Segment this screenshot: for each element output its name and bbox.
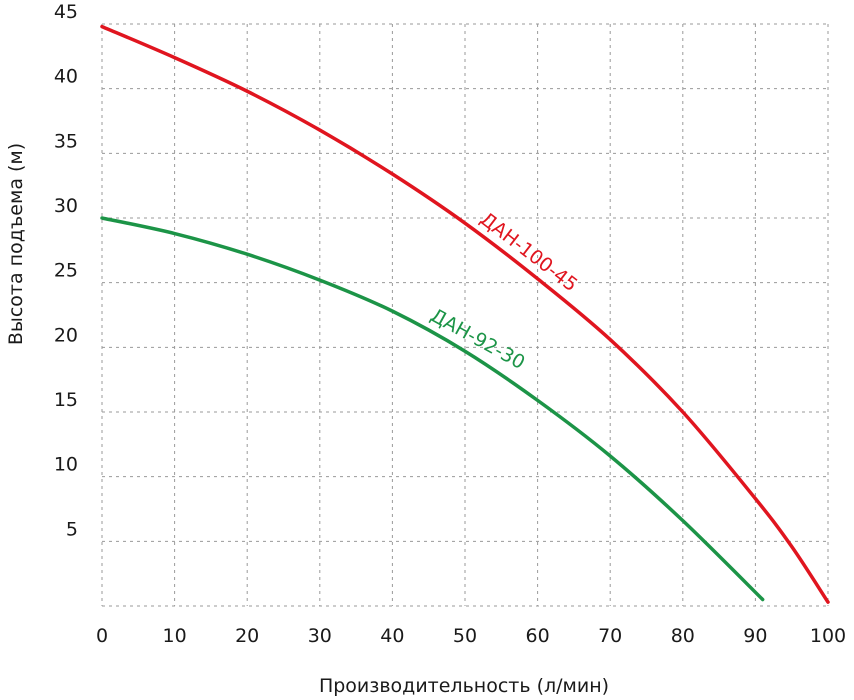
y-tick-label: 30 [54,195,78,217]
y-tick-label: 20 [54,324,78,346]
x-tick-label: 70 [598,625,622,647]
y-axis-title: Высота подъема (м) [5,143,27,345]
x-tick-label: 80 [671,625,695,647]
x-tick-label: 0 [96,625,108,647]
x-axis-title: Производительность (л/мин) [319,675,609,697]
x-tick-label: 60 [526,625,550,647]
series-line [100,216,765,602]
y-tick-label: 35 [54,130,78,152]
y-tick-label: 5 [66,518,78,540]
tick-labels: 0 10 20 30 40 50 60 70 80 90 100 5 10 15 20 25 30 35 40 45 [54,1,846,647]
x-tick-label: 40 [380,625,404,647]
series-label: ДАН-100-45 [476,208,582,296]
grid [101,23,829,607]
y-tick-label: 15 [54,389,78,411]
y-tick-label: 10 [54,454,78,476]
y-tick-label: 45 [54,1,78,23]
x-tick-label: 90 [743,625,767,647]
series-line [100,24,830,604]
y-tick-label: 40 [54,66,78,88]
x-tick-label: 50 [453,625,477,647]
x-tick-label: 100 [810,625,846,647]
x-tick-label: 10 [163,625,187,647]
x-tick-label: 30 [308,625,332,647]
series-lines [100,24,830,604]
x-tick-label: 20 [235,625,259,647]
y-tick-label: 25 [54,260,78,282]
